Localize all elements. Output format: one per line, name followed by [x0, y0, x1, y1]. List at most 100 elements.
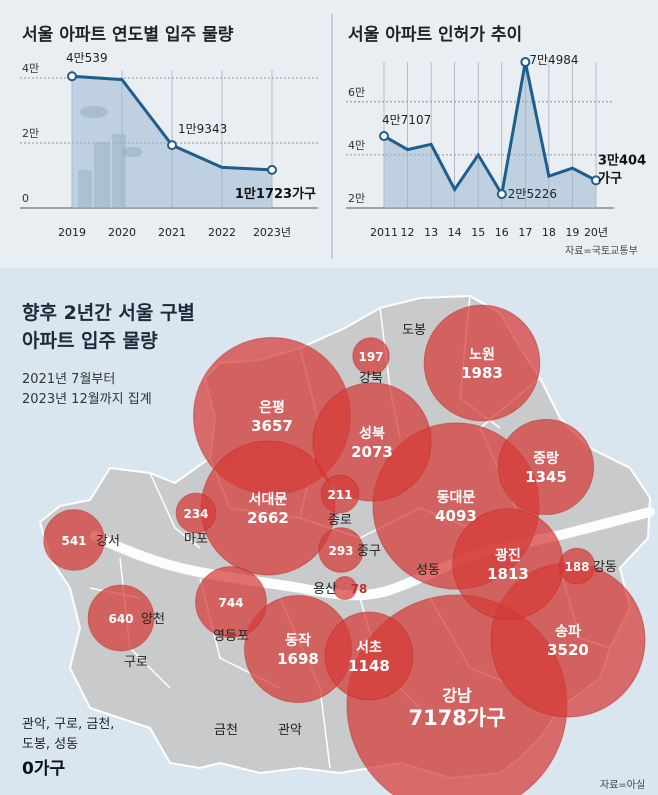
district-name-label: 용산	[313, 582, 337, 597]
district-value-label: 2662	[247, 509, 289, 527]
chart2-data-label: 2만5226	[508, 187, 557, 201]
chart1-data-label: 4만539	[66, 51, 108, 65]
district-bubble-중구	[318, 527, 364, 573]
han-river	[90, 507, 655, 601]
chart1-xtick: 2019	[58, 226, 86, 239]
district-name-label: 서초	[356, 640, 382, 656]
zero-note-line2: 도봉, 성동	[22, 737, 79, 752]
map-subtitle-line1: 2021년 7월부터	[22, 372, 116, 387]
panel-divider	[331, 14, 333, 259]
district-bubble-강북	[352, 337, 390, 375]
map-source: 자료=아실	[600, 780, 646, 791]
district-bubble-강서	[43, 509, 105, 571]
district-value-label: 188	[564, 560, 589, 574]
district-name-label: 마포	[184, 532, 208, 547]
district-name-label: 양천	[141, 612, 165, 627]
chart1-data-label: 1만1723가구	[235, 186, 316, 202]
district-value-label: 541	[61, 534, 86, 548]
district-value-label: 78	[351, 582, 368, 596]
zero-note-line1: 관악, 구로, 금천,	[22, 717, 115, 732]
chart2-xtick: 18	[542, 226, 556, 239]
district-value-label: 293	[328, 544, 353, 558]
district-value-label: 744	[218, 596, 243, 610]
district-value-label: 1813	[487, 565, 529, 583]
plain-district-label: 성동	[416, 563, 440, 578]
chart1-data-label: 1만9343	[178, 122, 227, 136]
chart2-data-label: 3만404	[598, 152, 646, 168]
chart1-xtick: 2022	[208, 226, 236, 239]
district-value-label: 640	[108, 612, 133, 626]
district-name-label: 동작	[285, 632, 311, 649]
chart2-data-label: 4만7107	[382, 113, 431, 127]
district-value-label: 197	[358, 350, 383, 364]
chart1-xtick: 2023년	[253, 226, 291, 239]
chart2-source: 자료=국토교통부	[565, 246, 638, 257]
district-bubble-양천	[87, 584, 155, 652]
district-name-label: 영등포	[213, 629, 249, 644]
chart2-title: 서울 아파트 인허가 추이	[348, 25, 523, 45]
chart2-ytick: 6만	[348, 86, 365, 99]
district-name-label: 중구	[357, 544, 381, 559]
chart1-point	[267, 164, 277, 175]
district-name-label: 종로	[328, 513, 352, 528]
chart2-xtick: 20년	[584, 226, 608, 239]
chart2-ytick: 4만	[348, 139, 365, 152]
district-bubble-노원	[423, 304, 541, 422]
chart1-xtick: 2020	[108, 226, 136, 239]
chart2-xtick: 15	[471, 226, 485, 239]
district-name-label: 강동	[593, 560, 617, 575]
district-name-label: 노원	[469, 347, 495, 363]
map-title-line2: 아파트 입주 물량	[22, 330, 158, 352]
chart2-xtick: 13	[424, 226, 438, 239]
district-name-label: 강남	[442, 686, 472, 705]
district-value-label: 3520	[547, 641, 589, 659]
district-bubble-성북	[312, 382, 432, 502]
chart1-ytick: 4만	[22, 62, 39, 75]
chart1-xtick: 2021	[158, 226, 186, 239]
plain-district-label: 구로	[124, 655, 148, 670]
district-bubble-마포	[175, 492, 217, 534]
plain-district-label: 금천	[214, 723, 238, 738]
chart1-point	[167, 140, 177, 151]
chart2-xtick: 16	[495, 226, 509, 239]
district-bubble-강동	[558, 547, 596, 585]
chart2-xtick: 14	[448, 226, 462, 239]
chart2-xtick: 19	[565, 226, 579, 239]
chart2-permits-trend: 2만 4만 6만 2011 12 13 14 15 16 17 18 19 20년 4만7107 2만522…	[346, 53, 646, 239]
district-name-label: 강북	[359, 371, 383, 386]
plain-district-label: 도봉	[402, 323, 426, 338]
district-bubble-광진	[452, 508, 564, 620]
district-value-label: 1148	[348, 657, 390, 675]
district-bubble-중랑	[497, 418, 595, 516]
chart2-xtick: 12	[401, 226, 415, 239]
map-panel: 노원 1983 197 강북 은평 3657 성북 2073 중랑 1345 서대문 2662 211 종…	[0, 268, 658, 795]
chart2-xtick: 17	[518, 226, 532, 239]
plain-district-label: 관악	[278, 723, 302, 738]
district-value-label: 1345	[525, 468, 567, 486]
chart2-point	[520, 57, 531, 68]
district-bubble-용산	[333, 576, 357, 600]
district-value-label: 7178가구	[408, 706, 505, 730]
chart1-title: 서울 아파트 연도별 입주 물량	[22, 25, 234, 45]
district-value-label: 3657	[251, 417, 293, 435]
chart2-xtick: 2011	[370, 226, 398, 239]
district-value-label: 1983	[461, 364, 503, 382]
district-name-label: 송파	[555, 624, 581, 640]
district-value-label: 4093	[435, 507, 477, 525]
chart2-point	[379, 131, 389, 142]
district-name-label: 성북	[359, 426, 385, 442]
district-bubble-서대문	[200, 440, 336, 576]
district-value-label: 234	[183, 507, 208, 521]
district-bubble-서초	[324, 611, 414, 701]
chart2-data-label: 가구	[598, 171, 622, 186]
district-value-label: 2073	[351, 443, 393, 461]
district-bubble-종로	[320, 474, 360, 514]
district-name-label: 강서	[96, 534, 120, 549]
district-bubble-영등포	[195, 566, 267, 638]
district-name-label: 중랑	[533, 451, 559, 467]
district-value-label: 1698	[277, 650, 319, 668]
district-value-label: 211	[327, 488, 352, 502]
